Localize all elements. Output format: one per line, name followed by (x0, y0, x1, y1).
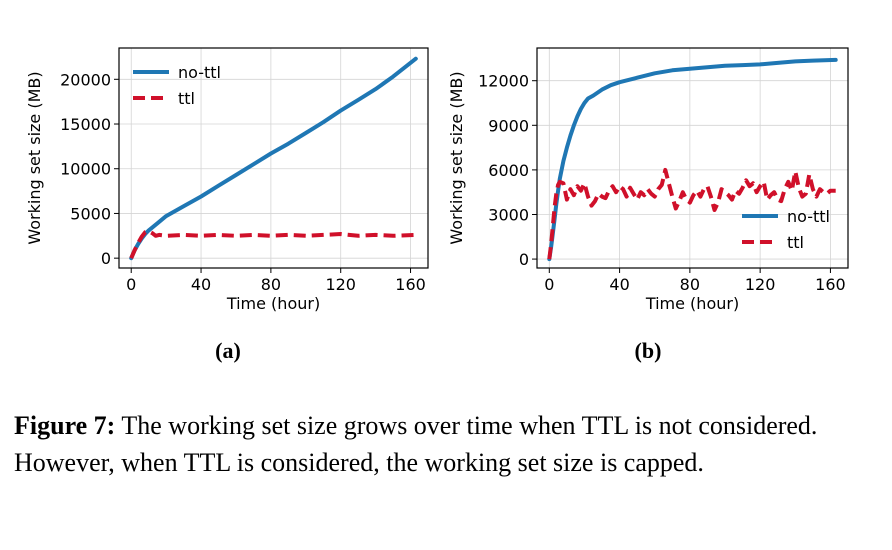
series-line-ttl (547, 167, 836, 260)
y-tick-label: 0 (101, 249, 111, 268)
y-axis-label: Working set size (MB) (447, 71, 466, 244)
y-tick-label: 6000 (488, 161, 529, 180)
chart-a: 0 40 80 120 160 0 5000 10000 15000 20000 Time (hou… (25, 47, 429, 313)
x-axis-label: Time (hour) (226, 294, 320, 313)
figure-caption: Figure 7: The working set size grows ove… (14, 407, 880, 481)
y-tick-label: 10000 (60, 160, 111, 179)
x-tick-label: 160 (815, 275, 846, 294)
y-tick-label: 12000 (478, 72, 529, 91)
x-tick-label: 80 (680, 275, 700, 294)
caption-prefix: Figure 7: (14, 411, 116, 440)
y-tick-label: 3000 (488, 205, 529, 224)
x-tick-label: 0 (544, 275, 554, 294)
y-tick-label: 9000 (488, 116, 529, 135)
chart-b: 0 40 80 120 160 0 3000 6000 9000 12000 Time (hour)… (447, 47, 849, 313)
caption-text: The working set size grows over time whe… (14, 411, 818, 477)
x-tick-label: 80 (261, 275, 281, 294)
y-tick-label: 5000 (70, 204, 111, 223)
y-tick-label: 15000 (60, 115, 111, 134)
legend-label-ttl: ttl (178, 89, 195, 108)
y-tick-label: 0 (519, 250, 529, 269)
plot-frame (118, 47, 429, 269)
x-tick-label: 40 (191, 275, 211, 294)
subfigure-label-a: (a) (215, 338, 241, 363)
legend-label-ttl: ttl (787, 233, 804, 252)
series-line-no-ttl (547, 57, 838, 262)
y-axis-label: Working set size (MB) (25, 71, 44, 244)
legend-label-no-ttl: no-ttl (178, 63, 221, 82)
legend-label-no-ttl: no-ttl (787, 207, 830, 226)
y-tick-label: 20000 (60, 70, 111, 89)
x-tick-label: 0 (126, 275, 136, 294)
series-line-ttl (129, 229, 416, 259)
x-tick-label: 120 (745, 275, 776, 294)
subfigure-label-b: (b) (634, 338, 662, 363)
x-tick-label: 120 (325, 275, 356, 294)
plot-frame (536, 47, 849, 269)
x-tick-label: 160 (395, 275, 426, 294)
x-axis-label: Time (hour) (645, 294, 739, 313)
x-tick-label: 40 (609, 275, 629, 294)
series-line-no-ttl (129, 56, 418, 261)
